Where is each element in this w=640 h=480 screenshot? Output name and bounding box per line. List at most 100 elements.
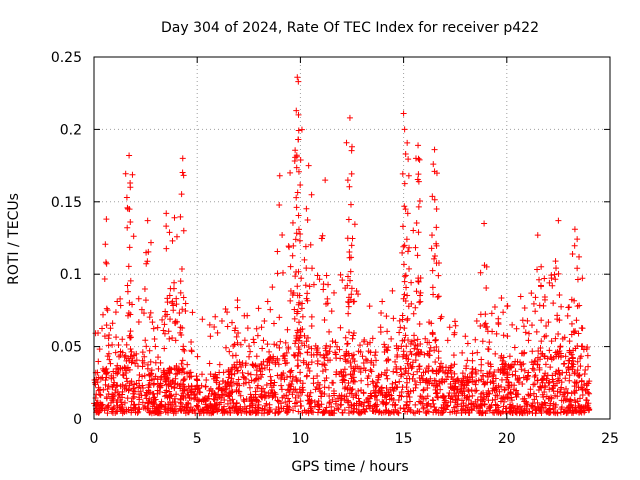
data-point	[435, 409, 442, 416]
data-point	[126, 332, 133, 339]
data-point	[495, 321, 502, 328]
data-point	[202, 383, 209, 390]
data-point	[390, 387, 397, 394]
data-point	[280, 405, 287, 412]
data-point	[161, 393, 168, 400]
data-point	[180, 227, 187, 234]
data-point	[508, 394, 515, 401]
data-point	[427, 403, 434, 410]
data-point	[534, 232, 541, 239]
data-point	[549, 385, 556, 392]
data-point	[147, 408, 154, 415]
data-point	[233, 408, 240, 415]
data-point	[367, 392, 374, 399]
data-point	[211, 390, 218, 397]
data-point	[353, 288, 360, 295]
data-point	[301, 342, 308, 349]
data-point	[206, 387, 213, 394]
data-point	[530, 390, 537, 397]
data-point	[536, 276, 543, 283]
data-point	[337, 402, 344, 409]
data-point	[106, 356, 113, 363]
data-point	[546, 379, 553, 386]
data-point	[307, 389, 314, 396]
data-point	[289, 219, 296, 226]
data-point	[420, 369, 427, 376]
data-point	[480, 378, 487, 385]
data-point	[567, 396, 574, 403]
data-point	[556, 377, 563, 384]
data-point	[166, 292, 173, 299]
data-point	[140, 310, 147, 317]
data-point	[481, 262, 488, 269]
data-point	[355, 291, 362, 298]
data-point	[327, 343, 334, 350]
data-point	[574, 236, 581, 243]
data-point	[463, 365, 470, 372]
data-point	[148, 370, 155, 377]
data-point	[274, 372, 281, 379]
data-point	[179, 325, 186, 332]
data-point	[194, 386, 201, 393]
data-point	[272, 361, 279, 368]
data-point	[320, 408, 327, 415]
data-point	[180, 172, 187, 179]
data-point	[399, 312, 406, 319]
data-point	[441, 399, 448, 406]
data-point	[344, 177, 351, 184]
data-point	[295, 337, 302, 344]
data-point	[326, 400, 333, 407]
data-point	[399, 337, 406, 344]
data-point	[492, 350, 499, 357]
data-point	[282, 339, 289, 346]
data-point	[157, 359, 164, 366]
data-point	[574, 358, 581, 365]
data-point	[304, 334, 311, 341]
data-point	[225, 380, 232, 387]
data-point	[345, 299, 352, 306]
data-point	[489, 409, 496, 416]
data-point	[171, 395, 178, 402]
data-point	[349, 143, 355, 150]
data-point	[511, 361, 518, 368]
data-point	[459, 370, 466, 377]
data-point	[252, 410, 259, 417]
data-point	[171, 279, 178, 286]
data-point	[135, 405, 142, 412]
data-point	[431, 255, 438, 262]
data-point	[312, 342, 319, 349]
data-point	[295, 78, 302, 85]
data-point	[355, 395, 362, 402]
data-point	[438, 360, 445, 367]
data-point	[364, 381, 371, 388]
data-point	[176, 366, 183, 373]
data-point	[381, 392, 388, 399]
data-point	[541, 296, 548, 303]
data-point	[179, 169, 186, 176]
data-point	[390, 315, 397, 322]
data-point	[512, 391, 519, 398]
data-point	[298, 402, 305, 409]
data-point	[303, 265, 310, 272]
data-point	[171, 214, 178, 221]
data-point	[314, 358, 321, 365]
data-point	[287, 263, 294, 270]
data-point	[518, 350, 525, 357]
data-point	[435, 354, 442, 361]
data-point	[195, 398, 202, 405]
data-point	[429, 367, 436, 374]
data-point	[124, 204, 131, 211]
data-point	[168, 401, 175, 408]
data-point	[305, 365, 312, 372]
data-point	[150, 391, 157, 398]
data-point	[497, 366, 504, 373]
data-point	[171, 385, 178, 392]
data-point	[287, 297, 294, 304]
data-point	[566, 377, 573, 384]
data-point	[369, 378, 376, 385]
data-point	[214, 329, 221, 336]
data-point	[434, 390, 441, 397]
data-point	[95, 384, 102, 391]
data-point	[315, 401, 322, 408]
data-point	[100, 311, 107, 318]
